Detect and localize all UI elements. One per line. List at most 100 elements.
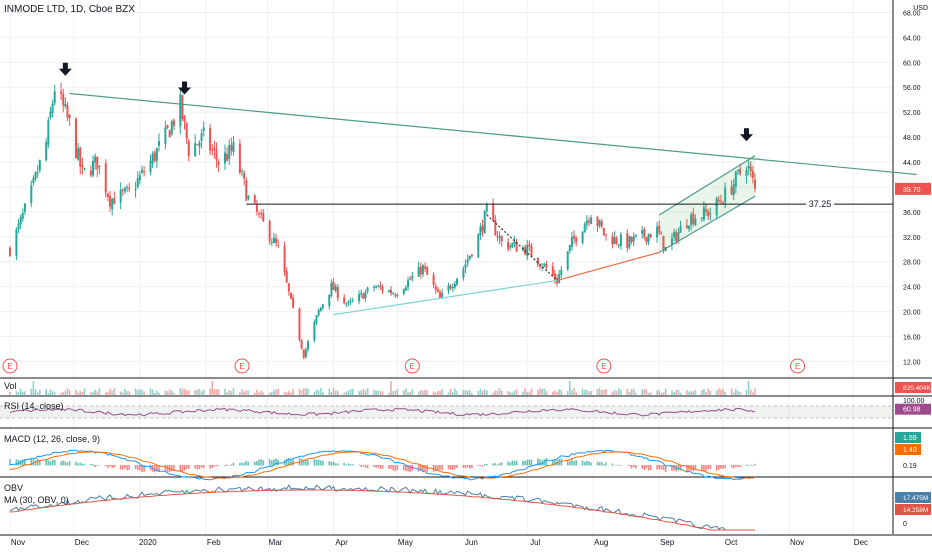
volume-bar bbox=[198, 388, 201, 395]
time-axis-label: Nov bbox=[11, 538, 25, 547]
volume-bar bbox=[330, 392, 333, 395]
volume-bar bbox=[230, 390, 233, 395]
volume-bar bbox=[156, 390, 158, 395]
candle-body bbox=[243, 172, 246, 179]
macd-histogram-bar bbox=[307, 459, 309, 466]
volume-bar bbox=[749, 389, 752, 395]
candle-body bbox=[151, 153, 154, 164]
macd-histogram-bar bbox=[481, 465, 484, 467]
macd-histogram-bar bbox=[630, 465, 633, 469]
candle-body bbox=[45, 142, 48, 160]
volume-bar bbox=[315, 389, 318, 395]
volume-bar bbox=[153, 392, 156, 395]
candle-body bbox=[470, 254, 473, 257]
volume-bar bbox=[420, 390, 422, 395]
macd-histogram-bar bbox=[451, 465, 454, 471]
volume-bar bbox=[305, 388, 307, 395]
volume-bar bbox=[253, 392, 256, 395]
macd-histogram-bar bbox=[420, 465, 422, 471]
volume-bar bbox=[539, 388, 541, 395]
macd-histogram-bar bbox=[434, 465, 437, 472]
macd-histogram-bar bbox=[315, 459, 318, 466]
volume-bar bbox=[439, 390, 441, 395]
macd-histogram-bar bbox=[239, 462, 241, 466]
candle-body bbox=[36, 172, 39, 174]
macd-histogram-bar bbox=[392, 465, 394, 471]
candle-body bbox=[441, 292, 444, 298]
price-tick-label: 52.00 bbox=[903, 110, 921, 117]
volume-bar bbox=[51, 390, 54, 395]
candle-body bbox=[558, 274, 561, 283]
volume-bar bbox=[15, 391, 18, 395]
volume-bar bbox=[541, 388, 543, 395]
time-axis-label: Apr bbox=[335, 538, 348, 547]
macd-histogram-bar bbox=[64, 461, 67, 466]
candle-body bbox=[709, 213, 712, 215]
candle-body bbox=[717, 200, 720, 202]
candle-body bbox=[194, 143, 197, 157]
candle-body bbox=[9, 247, 11, 256]
volume-bar bbox=[583, 389, 586, 395]
candle-body bbox=[164, 127, 167, 145]
volume-bar bbox=[239, 392, 241, 395]
candle-body bbox=[643, 229, 646, 238]
volume-bar bbox=[245, 390, 248, 395]
volume-bar bbox=[290, 392, 292, 395]
candle-body bbox=[358, 294, 361, 302]
volume-bar bbox=[496, 390, 499, 395]
macd-histogram-bar bbox=[526, 459, 529, 466]
macd-histogram-bar bbox=[737, 465, 739, 468]
macd-histogram-bar bbox=[575, 460, 577, 466]
volume-bar bbox=[405, 388, 407, 395]
volume-bar bbox=[90, 392, 92, 395]
macd-histogram-bar bbox=[94, 465, 96, 467]
candle-body bbox=[670, 238, 673, 246]
macd-histogram-bar bbox=[524, 460, 526, 466]
volume-bar bbox=[515, 389, 518, 395]
macd-histogram-bar bbox=[158, 465, 160, 472]
candle-body bbox=[38, 159, 41, 171]
macd-histogram-bar bbox=[537, 458, 539, 466]
volume-bar bbox=[739, 391, 741, 395]
macd-histogram-bar bbox=[262, 460, 265, 466]
candle-body bbox=[515, 241, 518, 252]
volume-bar bbox=[635, 392, 637, 395]
candle-body bbox=[113, 197, 116, 205]
time-axis-label: Aug bbox=[594, 538, 608, 547]
macd-histogram-bar bbox=[21, 459, 24, 466]
volume-bar bbox=[381, 391, 384, 395]
macd-histogram-bar bbox=[541, 460, 543, 466]
candle-body bbox=[81, 164, 84, 168]
candle-body bbox=[690, 214, 693, 226]
candle-body bbox=[426, 267, 429, 275]
candle-body bbox=[123, 188, 126, 192]
candle-body bbox=[153, 152, 156, 161]
candle-body bbox=[483, 211, 486, 234]
volume-bar bbox=[494, 390, 497, 395]
volume-bar bbox=[586, 389, 588, 395]
candle-body bbox=[53, 91, 56, 104]
volume-bar bbox=[215, 388, 218, 395]
macd-histogram-bar bbox=[275, 458, 277, 466]
volume-bar bbox=[262, 392, 265, 395]
rsi-upper-tick: 100.00 bbox=[903, 398, 925, 405]
time-axis-label: Nov bbox=[790, 538, 804, 547]
currency-label: USD bbox=[913, 5, 928, 12]
macd-histogram-bar bbox=[77, 463, 79, 466]
candle-body bbox=[372, 287, 375, 289]
volume-bar bbox=[498, 388, 501, 395]
volume-bar bbox=[96, 391, 99, 395]
candle-body bbox=[526, 244, 529, 257]
volume-bar bbox=[343, 392, 345, 395]
volume-bar bbox=[641, 389, 643, 395]
horizontal-level-label: 37.25 bbox=[809, 199, 832, 209]
candle-body bbox=[83, 167, 86, 169]
volume-bar bbox=[151, 389, 154, 395]
volume-bar bbox=[434, 392, 437, 395]
candle-body bbox=[396, 295, 399, 297]
candle-body bbox=[553, 273, 556, 280]
candle-body bbox=[196, 144, 199, 146]
signal-last-label: 1.40 bbox=[903, 447, 917, 454]
